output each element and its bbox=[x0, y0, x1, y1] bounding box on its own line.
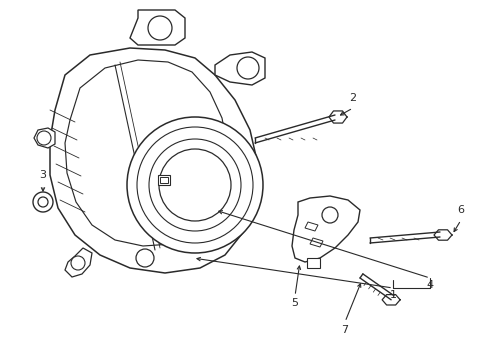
Polygon shape bbox=[50, 48, 258, 273]
Text: 2: 2 bbox=[349, 93, 356, 103]
Circle shape bbox=[37, 131, 51, 145]
Circle shape bbox=[237, 57, 259, 79]
Circle shape bbox=[127, 117, 263, 253]
Polygon shape bbox=[309, 238, 323, 247]
Circle shape bbox=[71, 256, 85, 270]
Polygon shape bbox=[306, 258, 319, 268]
Circle shape bbox=[159, 149, 230, 221]
Polygon shape bbox=[130, 10, 184, 45]
Circle shape bbox=[321, 207, 337, 223]
Polygon shape bbox=[305, 222, 317, 231]
Text: 1: 1 bbox=[389, 290, 396, 300]
Text: 3: 3 bbox=[40, 170, 46, 180]
Polygon shape bbox=[65, 248, 92, 277]
Polygon shape bbox=[160, 177, 168, 183]
Circle shape bbox=[148, 16, 172, 40]
Text: 7: 7 bbox=[341, 325, 348, 335]
Polygon shape bbox=[291, 196, 359, 262]
Text: 4: 4 bbox=[426, 280, 433, 290]
Text: 6: 6 bbox=[457, 205, 464, 215]
Polygon shape bbox=[215, 52, 264, 85]
Circle shape bbox=[136, 249, 154, 267]
Circle shape bbox=[33, 192, 53, 212]
Polygon shape bbox=[34, 128, 55, 148]
Circle shape bbox=[38, 197, 48, 207]
Text: 5: 5 bbox=[291, 298, 298, 308]
Polygon shape bbox=[158, 175, 170, 185]
Polygon shape bbox=[65, 60, 227, 246]
